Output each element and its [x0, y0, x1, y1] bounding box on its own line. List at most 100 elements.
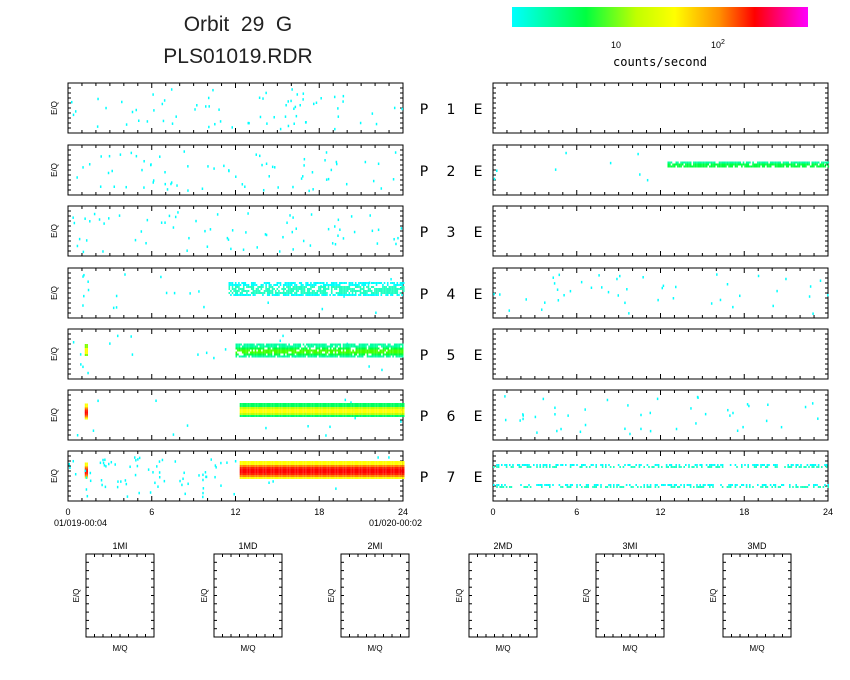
data-cell	[373, 355, 375, 358]
data-cell	[345, 282, 347, 284]
data-cell	[263, 467, 266, 469]
data-cell	[292, 461, 295, 463]
data-point	[579, 430, 582, 434]
data-point	[736, 429, 739, 433]
data-cell	[289, 286, 291, 288]
data-cell	[319, 461, 322, 463]
data-cell	[337, 463, 339, 465]
data-cell	[734, 163, 737, 166]
data-cell	[338, 403, 341, 405]
data-cell	[401, 471, 403, 473]
data-cell	[624, 464, 626, 466]
data-cell	[313, 409, 315, 411]
data-cell	[348, 411, 351, 413]
data-cell	[334, 463, 336, 465]
data-cell	[337, 405, 339, 407]
data-point	[393, 106, 396, 110]
data-cell	[374, 403, 376, 405]
data-cell	[308, 294, 311, 296]
data-cell	[329, 355, 332, 358]
data-cell	[271, 463, 274, 465]
data-point	[556, 288, 559, 291]
data-cell	[680, 161, 682, 164]
data-cell	[795, 161, 798, 164]
data-cell	[322, 463, 325, 465]
data-cell	[359, 294, 362, 296]
data-cell	[302, 477, 304, 479]
data-cell	[806, 464, 809, 466]
data-cell	[398, 413, 400, 415]
data-cell	[86, 344, 88, 346]
data-cell	[246, 409, 248, 411]
data-cell	[270, 415, 272, 417]
data-cell	[321, 353, 324, 356]
data-point	[170, 182, 172, 186]
data-cell	[84, 462, 87, 465]
data-cell	[263, 409, 266, 411]
data-point	[336, 162, 338, 166]
data-cell	[303, 286, 306, 288]
data-cell	[374, 405, 376, 407]
data-cell	[629, 464, 631, 466]
data-cell	[803, 466, 805, 468]
data-cell	[257, 288, 259, 290]
data-cell	[601, 464, 604, 466]
data-cell	[308, 469, 311, 471]
data-point	[400, 420, 402, 423]
data-cell	[244, 403, 247, 405]
data-cell	[339, 347, 342, 350]
data-cell	[262, 477, 264, 479]
data-cell	[374, 353, 377, 356]
data-cell	[381, 351, 383, 354]
data-cell	[667, 466, 669, 468]
data-cell	[733, 161, 735, 164]
data-cell	[777, 486, 780, 488]
data-cell	[273, 461, 275, 463]
data-cell	[734, 486, 737, 488]
data-cell	[581, 466, 583, 468]
data-cell	[356, 467, 359, 469]
data-cell	[335, 407, 338, 409]
data-cell	[350, 411, 352, 413]
data-point	[209, 228, 212, 231]
data-cell	[301, 353, 303, 356]
data-cell	[257, 411, 259, 413]
data-cell	[318, 475, 320, 477]
data-cell	[289, 353, 292, 356]
data-cell	[242, 413, 245, 415]
data-cell	[349, 343, 351, 346]
data-cell	[261, 355, 263, 358]
data-cell	[824, 161, 826, 164]
data-cell	[560, 486, 562, 488]
data-cell	[250, 475, 253, 477]
data-cell	[250, 461, 253, 463]
data-cell	[261, 353, 263, 356]
data-cell	[343, 294, 346, 296]
data-cell	[244, 290, 247, 292]
data-cell	[712, 161, 714, 164]
data-cell	[256, 345, 258, 348]
data-point	[375, 311, 377, 315]
data-cell	[505, 466, 508, 468]
data-cell	[773, 464, 775, 466]
data-cell	[339, 351, 342, 354]
data-cell	[273, 475, 275, 477]
data-cell	[590, 464, 593, 466]
data-cell	[263, 292, 266, 294]
data-point	[277, 186, 279, 189]
data-point	[272, 480, 274, 483]
data-cell	[325, 345, 327, 348]
data-cell	[394, 407, 397, 409]
data-cell	[254, 345, 257, 348]
data-cell	[402, 465, 405, 467]
data-cell	[792, 464, 794, 466]
data-point	[164, 221, 166, 224]
data-cell	[300, 471, 303, 473]
data-cell	[367, 407, 370, 409]
data-cell	[246, 415, 248, 417]
data-cell	[359, 405, 362, 407]
data-cell	[315, 345, 318, 348]
data-cell	[271, 415, 274, 417]
data-point	[160, 275, 162, 279]
data-cell	[319, 477, 322, 479]
